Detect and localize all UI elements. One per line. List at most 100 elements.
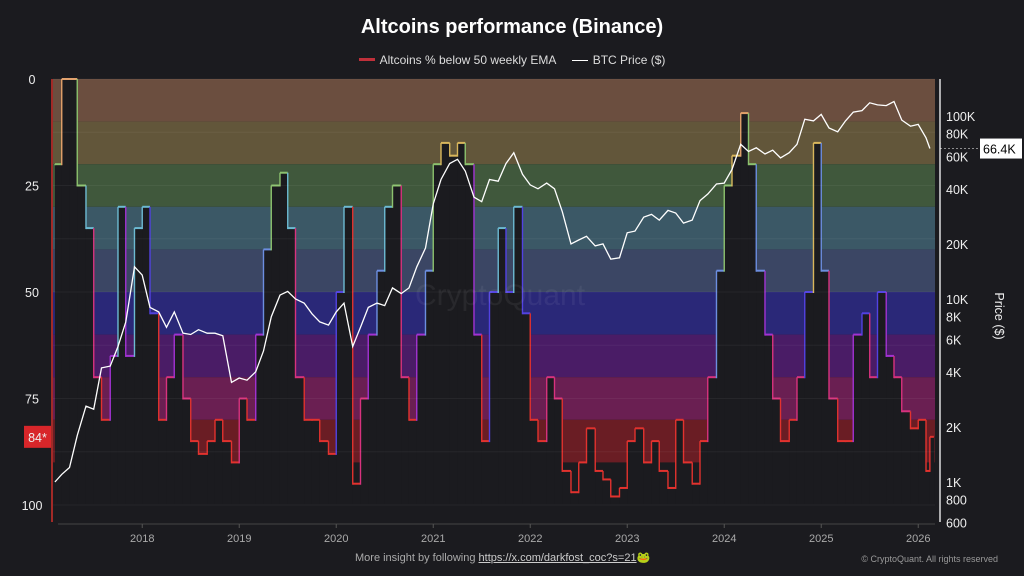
altcoin-point xyxy=(481,440,490,443)
altcoin-step xyxy=(828,270,830,400)
altcoin-bar xyxy=(538,441,548,505)
altcoin-bar xyxy=(929,436,935,505)
x-tick: 2019 xyxy=(227,533,251,545)
altcoin-step xyxy=(788,419,790,443)
altcoin-step xyxy=(682,419,685,464)
altcoin-bar xyxy=(910,428,919,505)
altcoin-step xyxy=(537,419,539,443)
altcoin-step xyxy=(117,206,119,357)
altcoin-bar xyxy=(546,377,555,505)
altcoin-point xyxy=(643,461,652,464)
altcoin-step xyxy=(715,270,718,379)
altcoin-point xyxy=(255,333,264,336)
altcoin-point xyxy=(724,184,732,187)
altcoin-point xyxy=(772,397,781,400)
altcoin-point xyxy=(683,461,693,464)
altcoin-bar xyxy=(748,164,757,505)
altcoin-bar xyxy=(231,462,240,505)
altcoin-bar xyxy=(198,453,208,505)
altcoin-step xyxy=(255,334,257,421)
altcoin-point xyxy=(918,418,926,421)
altcoin-point xyxy=(279,171,288,174)
altcoin-step xyxy=(764,270,766,336)
altcoin-bar xyxy=(433,164,442,505)
altcoin-step xyxy=(367,334,369,400)
right-tick: 80K xyxy=(946,128,969,142)
legend-label: BTC Price ($) xyxy=(592,53,666,68)
altcoin-bar xyxy=(578,462,587,505)
altcoin-step xyxy=(464,142,466,166)
altcoin-bar xyxy=(457,142,466,505)
altcoin-point xyxy=(134,227,143,230)
altcoin-point xyxy=(901,410,911,413)
band-0 xyxy=(53,79,935,122)
altcoin-point xyxy=(489,291,499,293)
altcoin-bar xyxy=(69,79,78,505)
altcoin-point xyxy=(182,397,191,400)
altcoin-bar xyxy=(635,428,645,505)
altcoin-step xyxy=(740,113,742,157)
altcoin-step xyxy=(432,164,434,272)
altcoin-bar xyxy=(683,462,693,505)
legend-item-btc[interactable]: BTC Price ($) xyxy=(571,53,666,68)
band-1 xyxy=(53,121,935,165)
altcoin-point xyxy=(837,440,846,443)
altcoin-bar xyxy=(360,398,369,505)
altcoin-bar xyxy=(101,419,111,505)
altcoin-bar xyxy=(255,334,264,505)
altcoin-bar xyxy=(416,334,426,505)
altcoin-step xyxy=(893,355,895,379)
altcoin-point xyxy=(926,469,930,472)
altcoin-bar xyxy=(271,185,281,505)
x-tick: 2020 xyxy=(324,533,348,545)
altcoin-point xyxy=(295,376,305,379)
altcoin-bar xyxy=(498,228,507,505)
altcoin-point xyxy=(198,452,208,455)
altcoin-step xyxy=(262,249,265,336)
altcoin-bar xyxy=(716,270,725,505)
btc-price-line xyxy=(54,100,931,483)
altcoin-bar xyxy=(465,164,475,505)
right-tick: 1K xyxy=(946,476,962,490)
altcoin-point xyxy=(602,478,611,481)
footer-link[interactable]: https://x.com/darkfost_coc?s=21 xyxy=(478,552,637,564)
altcoin-step xyxy=(618,487,621,498)
altcoin-point xyxy=(441,141,450,144)
altcoin-bar xyxy=(789,419,798,505)
legend-item-altcoins[interactable]: Altcoins % below 50 weekly EMA xyxy=(358,52,557,67)
altcoin-step xyxy=(343,206,345,293)
altcoin-step xyxy=(521,206,524,315)
altcoin-bar xyxy=(287,228,296,505)
right-tick: 2K xyxy=(946,421,962,435)
altcoin-bar xyxy=(344,206,354,506)
altcoin-step xyxy=(804,292,806,379)
legend-label: Altcoins % below 50 weekly EMA xyxy=(379,52,557,67)
band-3 xyxy=(53,206,935,250)
altcoin-bar xyxy=(93,377,102,505)
altcoin-bar xyxy=(796,377,806,505)
altcoin-bar xyxy=(853,334,863,505)
altcoin-bar xyxy=(837,441,846,505)
altcoin-point xyxy=(789,418,797,421)
current-value-box xyxy=(24,425,51,448)
altcoin-step xyxy=(561,398,563,472)
left-tick: 100 xyxy=(22,499,43,513)
right-tick: 4K xyxy=(946,366,962,380)
altcoin-step xyxy=(230,441,233,464)
altcoin-step xyxy=(731,155,733,187)
altcoin-bar xyxy=(586,428,596,505)
altcoin-step xyxy=(513,206,515,293)
altcoin-step xyxy=(384,206,386,272)
altcoin-bar xyxy=(869,377,878,505)
current-price-label: 66.4K xyxy=(983,143,1016,157)
altcoin-bar xyxy=(239,398,248,505)
altcoin-point xyxy=(813,141,822,144)
altcoin-bar xyxy=(877,292,887,505)
altcoin-step xyxy=(675,419,677,489)
altcoin-step xyxy=(416,334,418,421)
altcoin-point xyxy=(498,227,506,230)
altcoin-point xyxy=(627,440,635,443)
altcoin-step xyxy=(206,441,208,455)
altcoin-step xyxy=(497,228,499,293)
